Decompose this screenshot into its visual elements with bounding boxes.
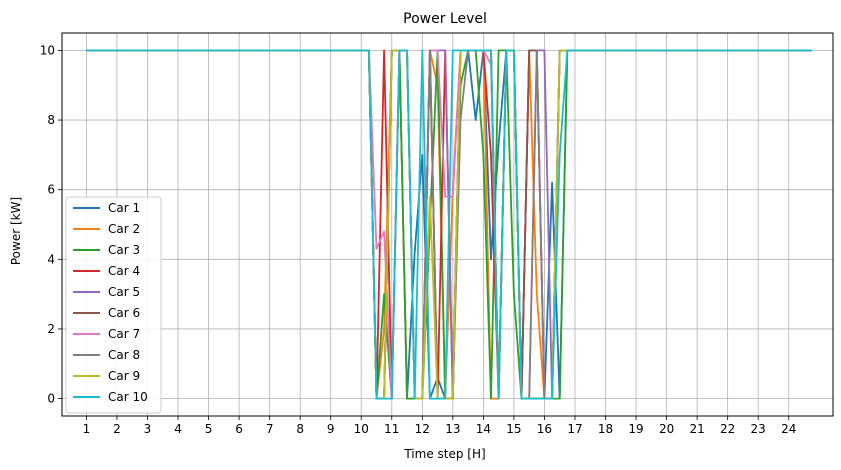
legend-label: Car 2 [108,222,140,236]
x-tick-label: 7 [266,422,274,436]
legend-label: Car 7 [108,327,140,341]
x-tick-label: 4 [174,422,182,436]
y-tick-label: 0 [47,392,55,406]
chart-title: Power Level [403,11,487,27]
series-lines [86,49,812,400]
x-tick-label: 1 [83,422,91,436]
x-tick-label: 24 [781,422,796,436]
x-tick-label: 3 [144,422,152,436]
x-tick-label: 2 [113,422,121,436]
legend-label: Car 3 [108,243,140,257]
x-tick-label: 12 [415,422,430,436]
x-tick-label: 22 [720,422,735,436]
x-tick-label: 13 [445,422,460,436]
legend-label: Car 5 [108,285,140,299]
y-tick-label: 6 [47,183,55,197]
x-tick-label: 20 [659,422,674,436]
legend-label: Car 1 [108,201,140,215]
x-axis-ticks: 1 2 3 4 5 6 7 8 9 10 11 12 13 14 15 16 17 18 19 20 21 22 23 24 [83,416,796,436]
y-axis-ticks: 0 2 4 6 8 10 [40,43,62,406]
x-tick-label: 19 [628,422,643,436]
x-tick-label: 10 [354,422,369,436]
x-tick-label: 23 [751,422,766,436]
series-line-10 [86,49,812,400]
x-tick-label: 8 [296,422,304,436]
x-tick-label: 16 [537,422,552,436]
x-tick-label: 9 [327,422,335,436]
y-tick-label: 8 [47,113,55,127]
x-axis-label: Time step [H] [403,447,485,461]
x-tick-label: 17 [567,422,582,436]
x-tick-label: 5 [205,422,213,436]
x-tick-label: 18 [598,422,613,436]
legend-label: Car 8 [108,348,140,362]
axes-frame [61,32,834,417]
legend-label: Car 4 [108,264,140,278]
x-tick-label: 21 [689,422,704,436]
x-tick-label: 6 [235,422,243,436]
legend-label: Car 9 [108,369,140,383]
legend: Car 1 Car 2 Car 3 Car 4 Car 5 Car 6 Car 7 Car 8… [65,196,162,414]
y-tick-label: 10 [40,43,55,57]
y-tick-label: 2 [47,322,55,336]
x-tick-label: 11 [384,422,399,436]
y-axis-label: Power [kW] [9,197,23,265]
x-tick-label: 15 [506,422,521,436]
y-tick-label: 4 [47,252,55,266]
x-tick-label: 14 [476,422,491,436]
legend-label: Car 6 [108,306,140,320]
legend-label: Car 10 [108,390,148,404]
